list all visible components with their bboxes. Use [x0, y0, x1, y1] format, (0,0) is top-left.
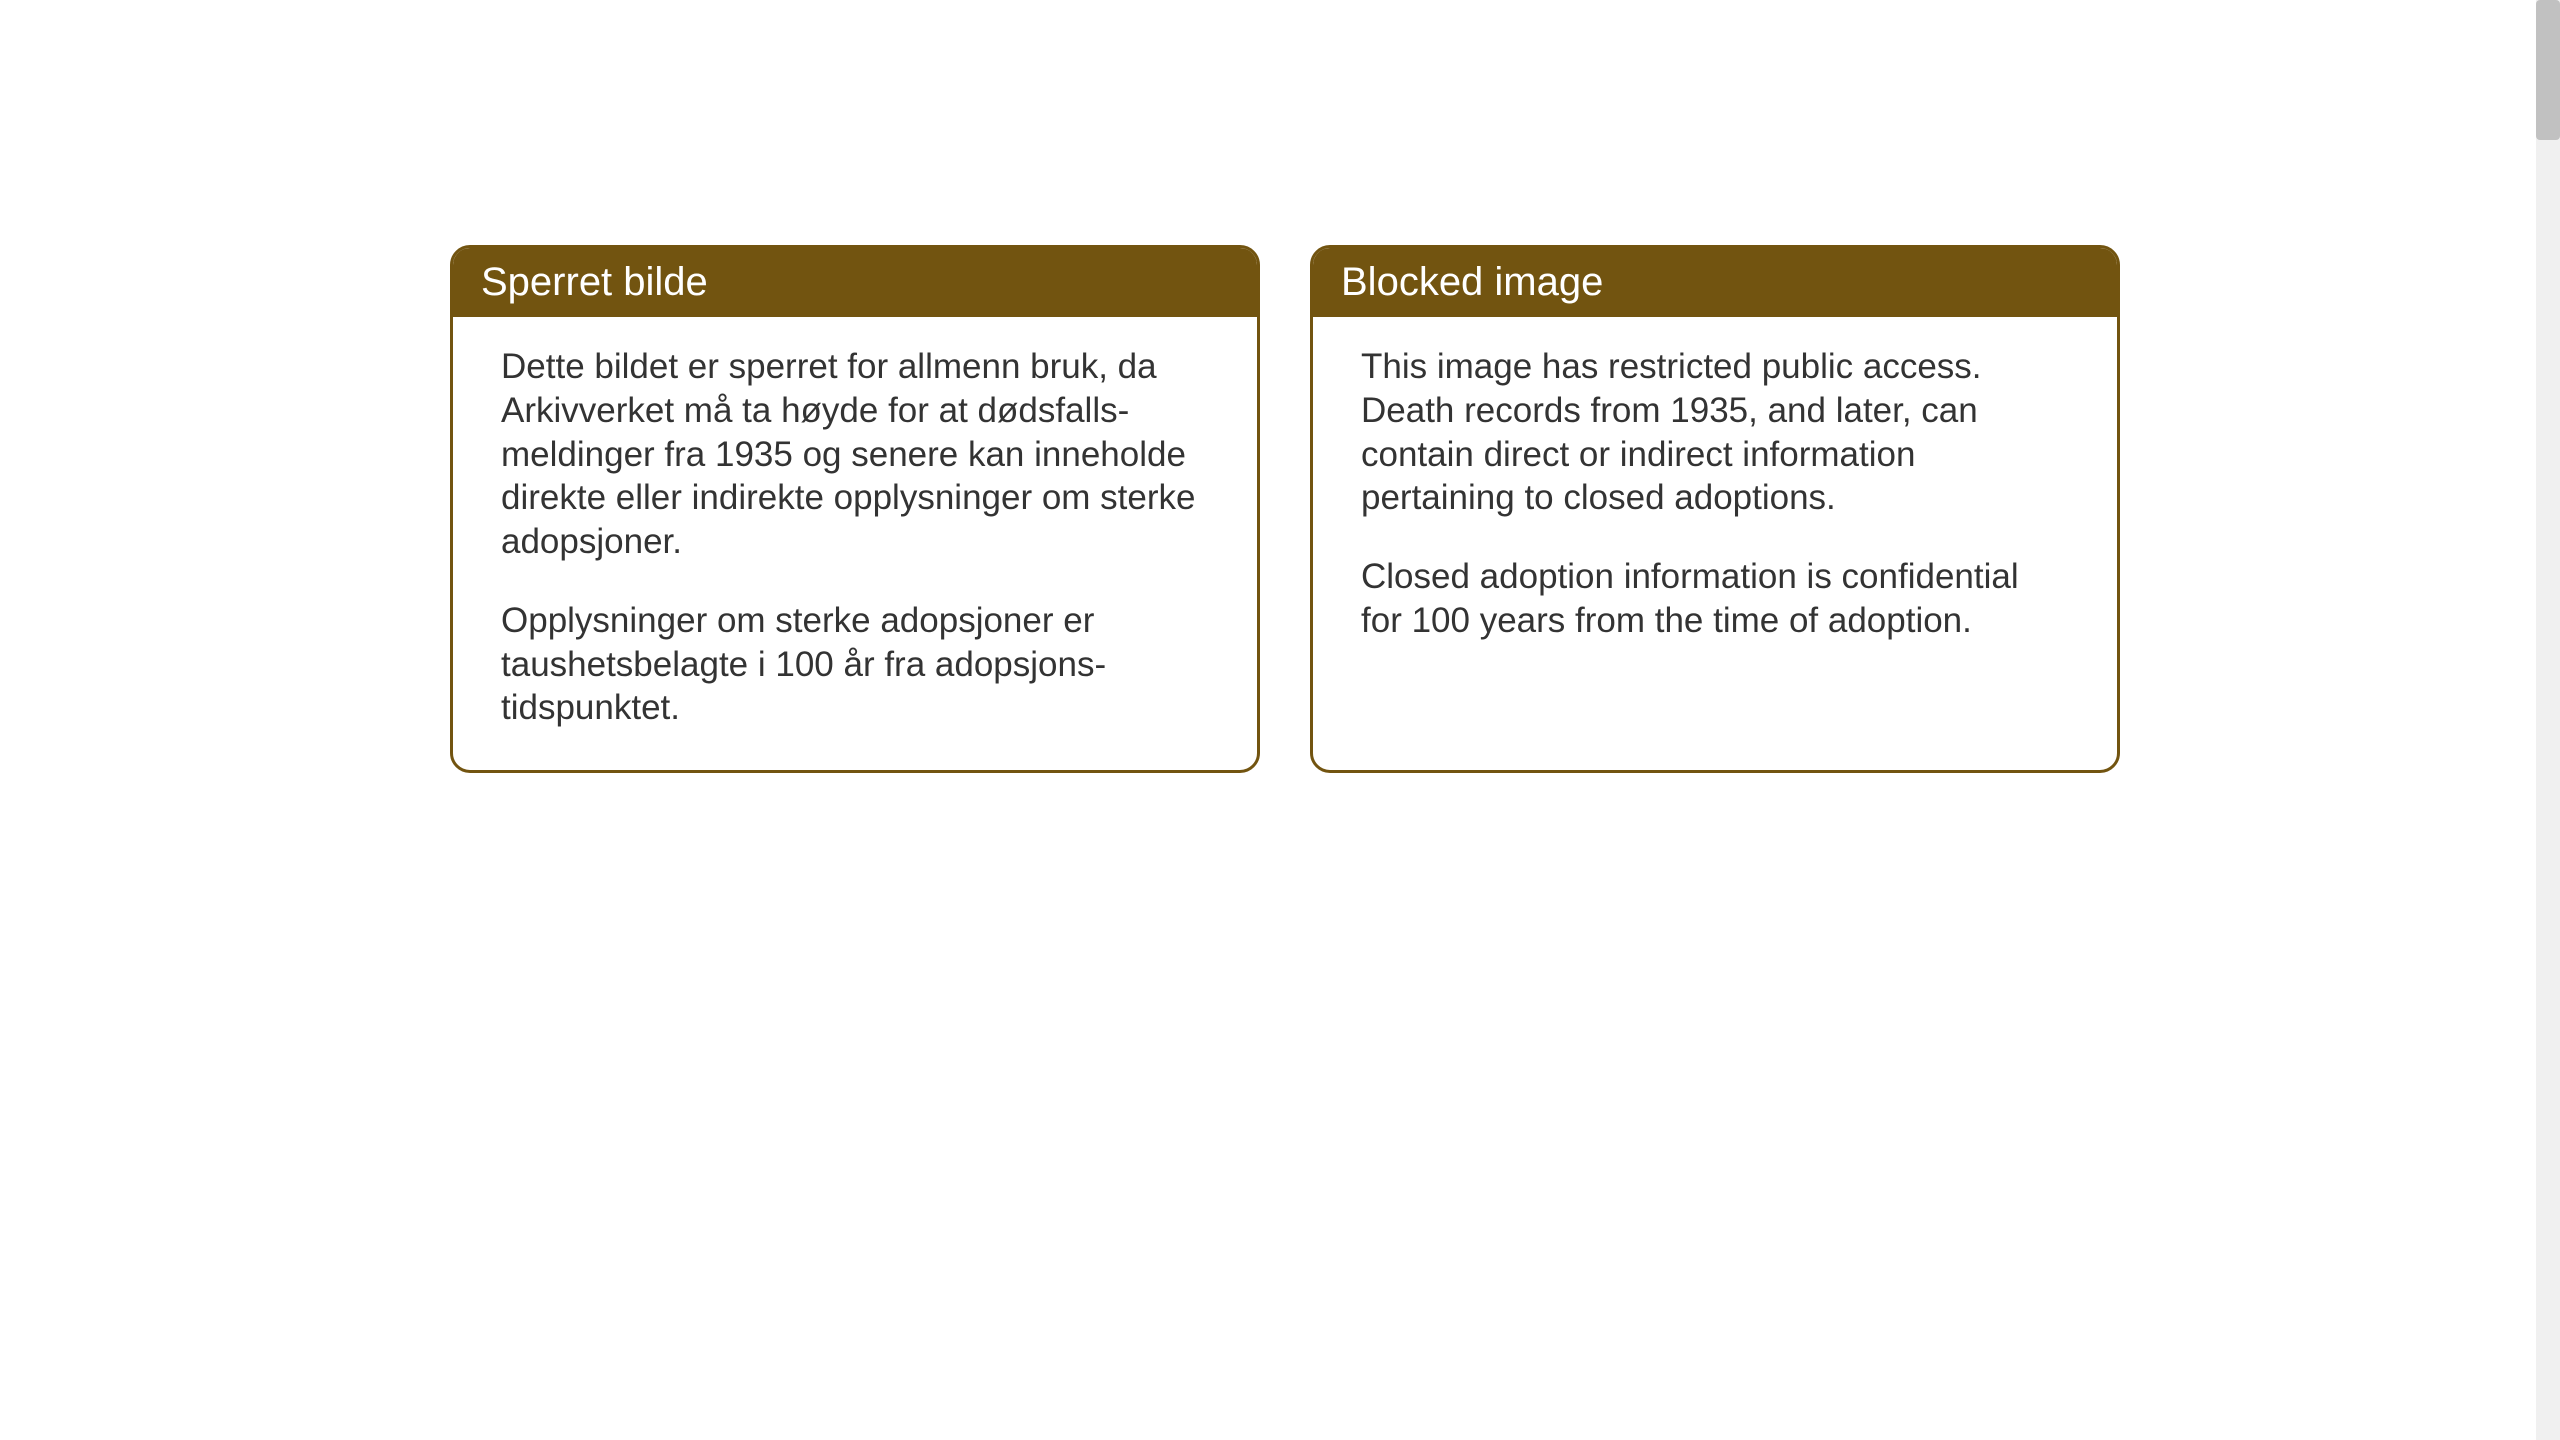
card-paragraph-norwegian-2: Opplysninger om sterke adopsjoner er tau…: [501, 599, 1209, 730]
scrollbar-track[interactable]: [2536, 0, 2560, 1440]
scrollbar-thumb[interactable]: [2536, 0, 2560, 140]
card-paragraph-english-2: Closed adoption information is confident…: [1361, 555, 2069, 643]
card-title-norwegian: Sperret bilde: [481, 260, 708, 304]
card-paragraph-english-1: This image has restricted public access.…: [1361, 345, 2069, 520]
card-header-english: Blocked image: [1313, 248, 2117, 317]
card-body-english: This image has restricted public access.…: [1313, 317, 2117, 683]
card-paragraph-norwegian-1: Dette bildet er sperret for allmenn bruk…: [501, 345, 1209, 564]
card-norwegian: Sperret bilde Dette bildet er sperret fo…: [450, 245, 1260, 773]
cards-container: Sperret bilde Dette bildet er sperret fo…: [450, 245, 2120, 773]
card-english: Blocked image This image has restricted …: [1310, 245, 2120, 773]
card-title-english: Blocked image: [1341, 260, 1603, 304]
card-body-norwegian: Dette bildet er sperret for allmenn bruk…: [453, 317, 1257, 770]
card-header-norwegian: Sperret bilde: [453, 248, 1257, 317]
